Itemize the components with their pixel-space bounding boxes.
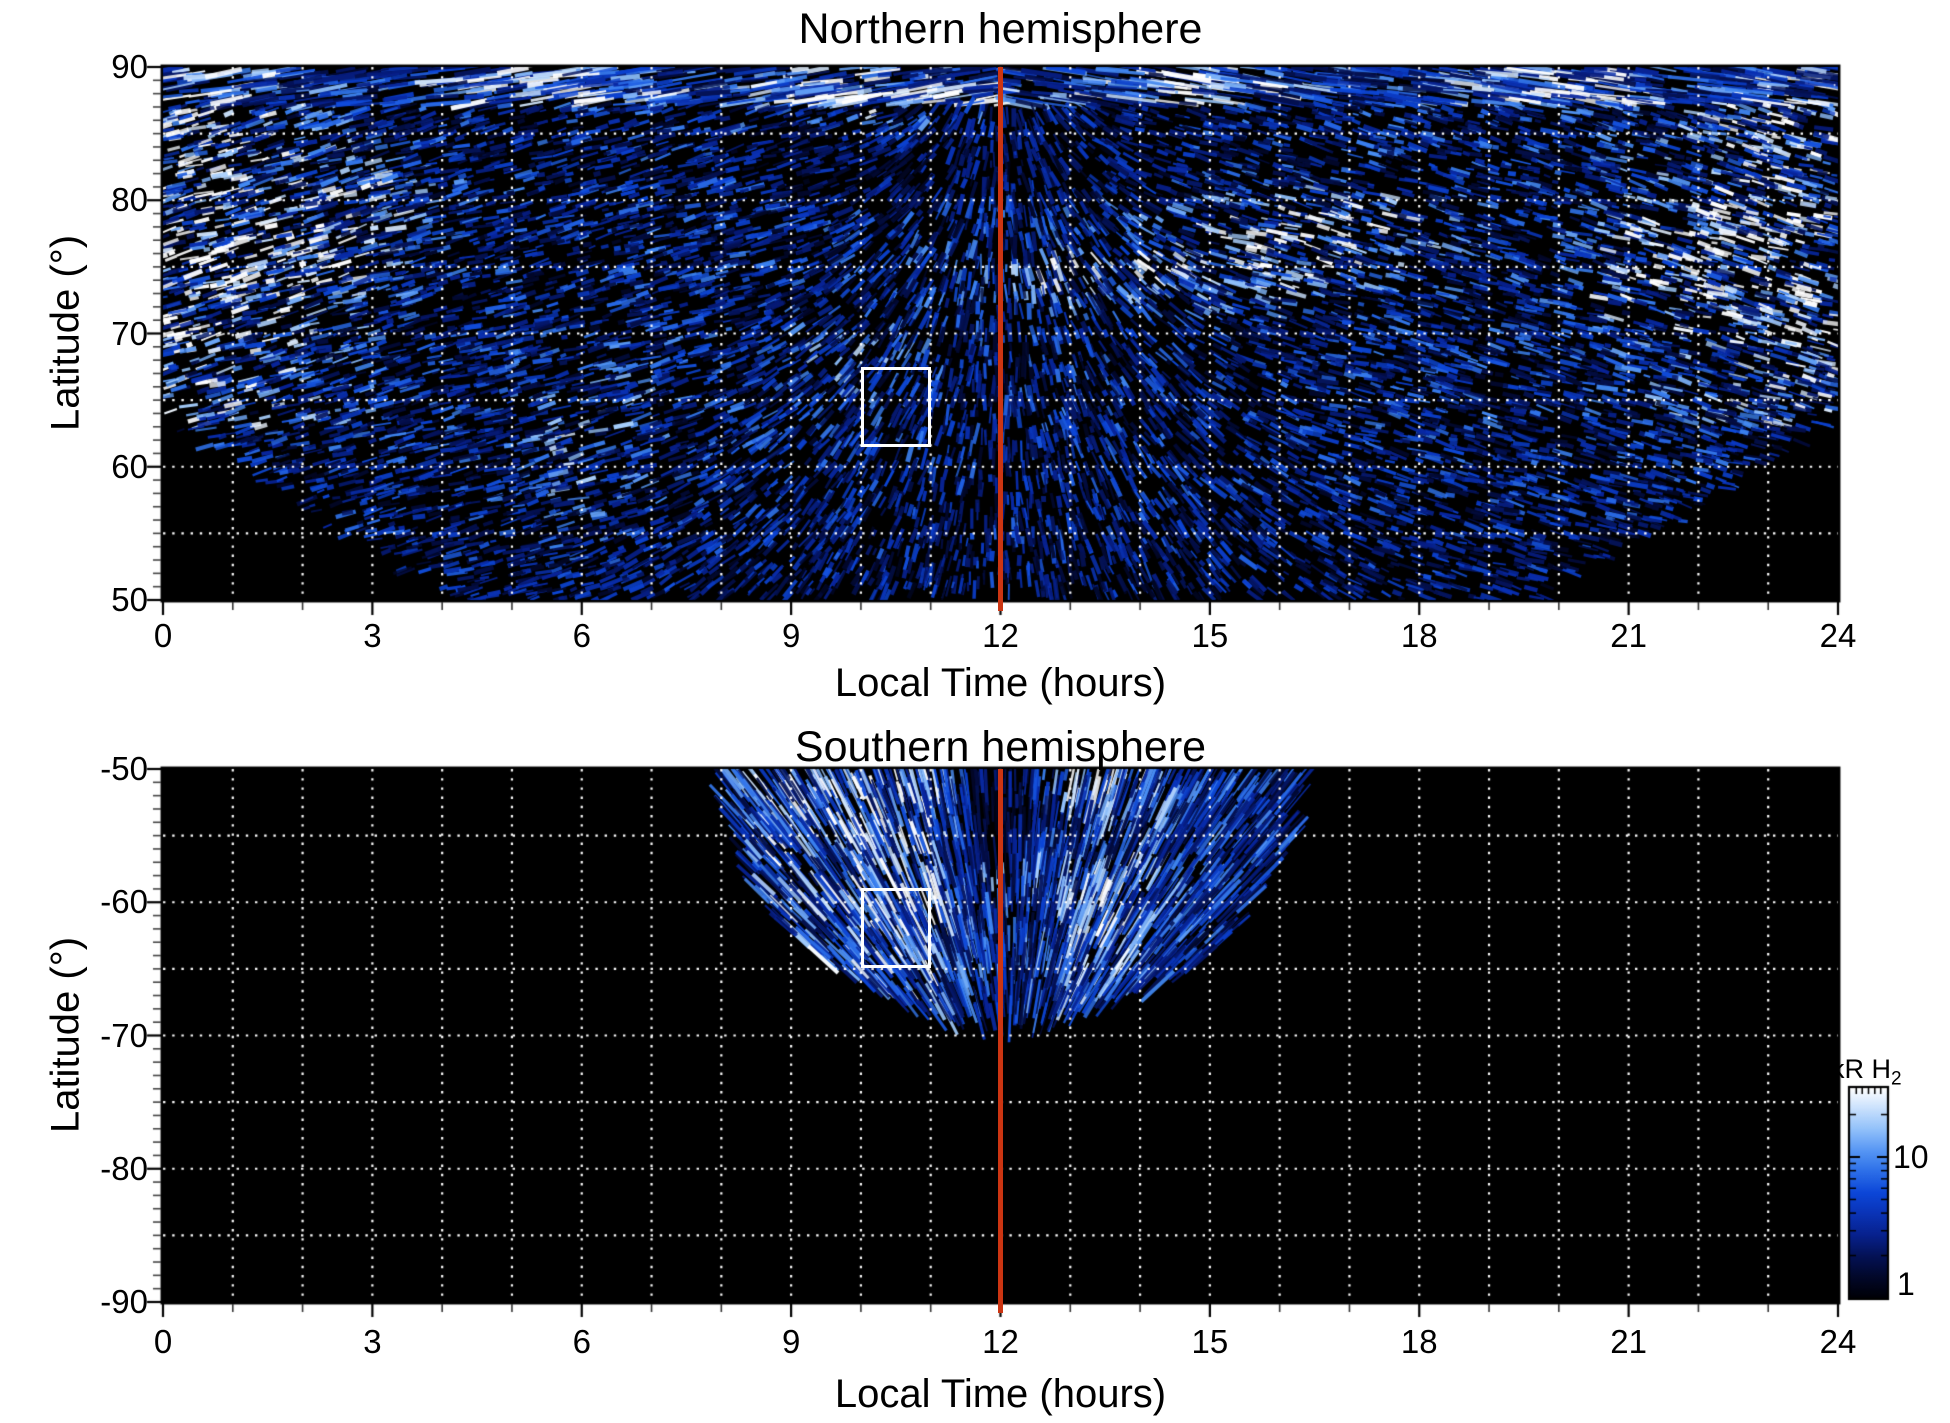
y-tick-label-south: -70 (100, 1016, 148, 1054)
x-tick-label-south: 15 (1191, 1323, 1229, 1360)
y-tick-label-south: -60 (100, 883, 148, 921)
y-tick-label-north: 70 (111, 314, 148, 352)
colorbar-title-subscript: 2 (1891, 1068, 1902, 1090)
y-tick-label-north: 80 (111, 181, 148, 219)
north-panel-title: Northern hemisphere (798, 5, 1203, 53)
x-tick-label-south: 6 (572, 1323, 591, 1360)
colorbar-tick-1: 1 (1897, 1266, 1915, 1302)
noon-meridian-line-south (998, 769, 1003, 1313)
north-xaxis-label: Local Time (hours) (834, 661, 1167, 705)
x-tick-label-north: 3 (363, 617, 382, 654)
x-tick-label-north: 18 (1400, 617, 1438, 654)
x-tick-label-south: 3 (363, 1323, 382, 1360)
x-tick-label-south: 9 (781, 1323, 801, 1360)
x-tick-label-north: 21 (1610, 617, 1647, 654)
x-tick-label-north: 9 (781, 617, 801, 654)
y-tick-label-north: 60 (111, 447, 148, 485)
x-tick-label-south: 24 (1819, 1323, 1857, 1360)
y-tick-label-south: -90 (100, 1283, 148, 1320)
colorbar-title-main: kR H (1831, 1054, 1891, 1084)
x-tick-label-north: 12 (982, 617, 1019, 654)
south-xaxis-label: Local Time (hours) (834, 1372, 1167, 1416)
roi-box-south (860, 887, 931, 968)
x-tick-label-south: 21 (1610, 1323, 1647, 1360)
x-tick-label-north: 6 (572, 617, 591, 654)
south-panel-title: Southern hemisphere (794, 723, 1207, 771)
colorbar-title: kR H2 (1831, 1054, 1902, 1094)
colorbar-tick-10: 10 (1893, 1139, 1929, 1175)
x-tick-label-south: 12 (982, 1323, 1019, 1360)
x-tick-label-north: 24 (1819, 617, 1857, 654)
y-tick-label-north: 50 (111, 581, 148, 618)
y-tick-label-south: -80 (100, 1149, 148, 1187)
x-tick-label-south: 0 (153, 1323, 173, 1360)
x-tick-label-north: 15 (1191, 617, 1229, 654)
roi-box-north (860, 366, 931, 447)
y-tick-label-north: 90 (111, 48, 148, 85)
y-tick-label-south: -50 (100, 750, 148, 787)
x-tick-label-south: 18 (1400, 1323, 1438, 1360)
x-tick-label-north: 0 (153, 617, 173, 654)
noon-meridian-line-north (998, 67, 1003, 611)
